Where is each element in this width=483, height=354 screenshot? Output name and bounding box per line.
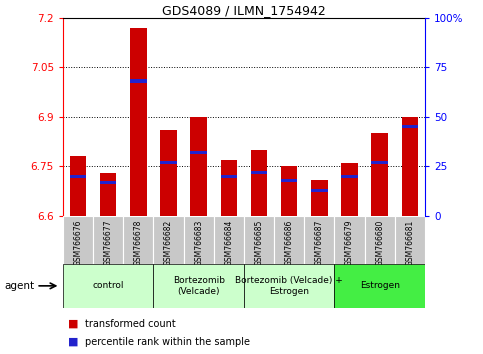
Bar — [334, 216, 365, 264]
Bar — [251, 150, 267, 216]
Text: Bortezomib
(Velcade): Bortezomib (Velcade) — [172, 276, 225, 296]
Text: GSM766682: GSM766682 — [164, 220, 173, 266]
Bar — [184, 216, 213, 264]
Bar — [244, 264, 334, 308]
Bar — [281, 166, 298, 216]
Text: GSM766684: GSM766684 — [224, 220, 233, 266]
Text: GSM766679: GSM766679 — [345, 220, 354, 266]
Bar — [221, 175, 237, 178]
Title: GDS4089 / ILMN_1754942: GDS4089 / ILMN_1754942 — [162, 4, 326, 17]
Bar — [304, 216, 334, 264]
Text: ■: ■ — [68, 337, 78, 347]
Bar — [70, 156, 86, 216]
Text: agent: agent — [5, 281, 35, 291]
Text: GSM766677: GSM766677 — [103, 220, 113, 266]
Bar — [190, 151, 207, 154]
Text: GSM766685: GSM766685 — [255, 220, 264, 266]
Bar — [334, 264, 425, 308]
Bar — [154, 216, 184, 264]
Bar — [154, 264, 244, 308]
Bar — [70, 175, 86, 178]
Bar — [341, 175, 358, 178]
Bar — [274, 216, 304, 264]
Text: GSM766683: GSM766683 — [194, 220, 203, 266]
Bar — [402, 117, 418, 216]
Bar — [281, 179, 298, 182]
Bar — [365, 216, 395, 264]
Text: GSM766686: GSM766686 — [284, 220, 294, 266]
Bar — [311, 179, 327, 216]
Bar — [371, 161, 388, 164]
Bar — [93, 216, 123, 264]
Bar — [190, 117, 207, 216]
Bar — [251, 171, 267, 174]
Bar — [311, 189, 327, 192]
Text: ■: ■ — [68, 319, 78, 329]
Text: Estrogen: Estrogen — [360, 281, 400, 290]
Bar — [371, 133, 388, 216]
Bar — [244, 216, 274, 264]
Text: percentile rank within the sample: percentile rank within the sample — [85, 337, 250, 347]
Text: transformed count: transformed count — [85, 319, 175, 329]
Text: Bortezomib (Velcade) +
Estrogen: Bortezomib (Velcade) + Estrogen — [235, 276, 343, 296]
Bar — [130, 28, 146, 216]
Bar — [100, 173, 116, 216]
Bar — [402, 125, 418, 129]
Bar — [100, 181, 116, 184]
Text: control: control — [92, 281, 124, 290]
Bar — [63, 264, 154, 308]
Bar — [123, 216, 154, 264]
Bar — [130, 80, 146, 83]
Bar — [395, 216, 425, 264]
Text: GSM766680: GSM766680 — [375, 220, 384, 266]
Bar — [213, 216, 244, 264]
Bar — [160, 161, 177, 164]
Bar — [341, 163, 358, 216]
Text: GSM766687: GSM766687 — [315, 220, 324, 266]
Text: GSM766678: GSM766678 — [134, 220, 143, 266]
Bar — [63, 216, 93, 264]
Text: GSM766676: GSM766676 — [73, 220, 83, 266]
Bar — [221, 160, 237, 216]
Bar — [160, 130, 177, 216]
Text: GSM766681: GSM766681 — [405, 220, 414, 266]
